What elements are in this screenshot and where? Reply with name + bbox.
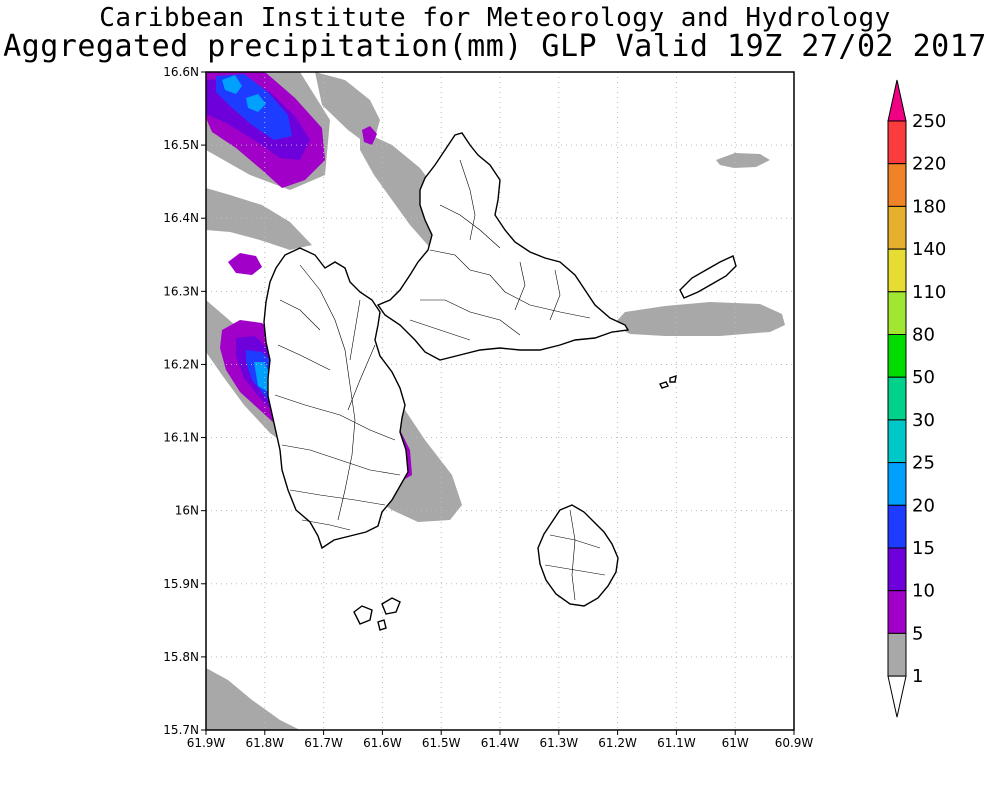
island-petite-terre <box>659 374 677 389</box>
colorbar-label: 1 <box>912 666 923 687</box>
lon-tick-label: 61.2W <box>598 736 637 750</box>
lat-tick-label: 15.7N <box>163 723 199 737</box>
colorbar-box <box>887 504 907 549</box>
island-les-saintes-east <box>381 597 401 615</box>
colorbar-label: 220 <box>912 154 946 175</box>
colorbar-box <box>887 547 907 592</box>
lat-tick-label: 16.5N <box>163 138 199 152</box>
lon-tick-label: 61.8W <box>246 736 285 750</box>
island-grande-terre <box>376 132 630 361</box>
colorbar-box <box>887 205 907 250</box>
colorbar-label: 20 <box>912 495 935 516</box>
lat-tick-label: 16N <box>175 504 199 518</box>
island-basse-terre <box>263 247 409 550</box>
colorbar-box <box>887 248 907 293</box>
colorbar-box <box>887 419 907 464</box>
colorbar-label: 50 <box>912 367 935 388</box>
colorbar-label: 250 <box>912 111 946 132</box>
colorbar-top-triangle <box>887 79 907 122</box>
colorbar-label: 30 <box>912 410 935 431</box>
colorbar-box <box>887 120 907 165</box>
colorbar-label: 10 <box>912 581 935 602</box>
lon-tick-label: 60.9W <box>775 736 814 750</box>
colorbar-label: 25 <box>912 453 935 474</box>
island-islet-small <box>377 619 387 631</box>
colorbar-label: 140 <box>912 239 946 260</box>
lat-tick-label: 16.1N <box>163 431 199 445</box>
title-product: Aggregated precipitation(mm) GLP Valid 1… <box>3 29 987 64</box>
colorbar-label: 180 <box>912 196 946 217</box>
colorbar-box <box>887 163 907 207</box>
colorbar-box <box>887 334 907 378</box>
lon-tick-label: 61.9W <box>187 736 226 750</box>
title-institute: Caribbean Institute for Meteorology and … <box>99 3 891 33</box>
lat-tick-label: 16.3N <box>163 284 199 298</box>
colorbar-box <box>887 291 907 335</box>
lon-tick-label: 61.1W <box>657 736 696 750</box>
coastlines <box>263 132 737 631</box>
lat-tick-label: 16.2N <box>163 357 199 371</box>
colorbar-label: 5 <box>912 623 923 644</box>
colorbar-box <box>887 590 907 634</box>
map-axes: 61.9W 61.8W 61.7W 61.6W 61.5W 61.4W 61.3W 61.2W… <box>163 65 813 750</box>
colorbar-box <box>887 632 907 677</box>
island-marie-galante <box>537 504 619 607</box>
colorbar-box <box>887 376 907 421</box>
lat-tick-label: 16.6N <box>163 65 199 79</box>
colorbar-label: 80 <box>912 325 935 346</box>
colorbar-box <box>887 462 907 506</box>
colorbar-label: 110 <box>912 282 946 303</box>
lon-tick-label: 61.3W <box>540 736 579 750</box>
lon-tick-label: 61.6W <box>363 736 402 750</box>
lon-tick-label: 61.4W <box>481 736 520 750</box>
island-les-saintes-west <box>353 605 373 625</box>
lat-tick-label: 15.8N <box>163 650 199 664</box>
lat-tick-label: 16.4N <box>163 211 199 225</box>
colorbar-label: 15 <box>912 538 935 559</box>
island-la-desirade <box>679 255 737 299</box>
lat-tick-label: 15.9N <box>163 577 199 591</box>
lon-tick-label: 61.7W <box>304 736 343 750</box>
colorbar-bottom-triangle <box>887 675 907 718</box>
lon-tick-label: 61.5W <box>422 736 461 750</box>
lon-tick-label: 61W <box>722 736 749 750</box>
